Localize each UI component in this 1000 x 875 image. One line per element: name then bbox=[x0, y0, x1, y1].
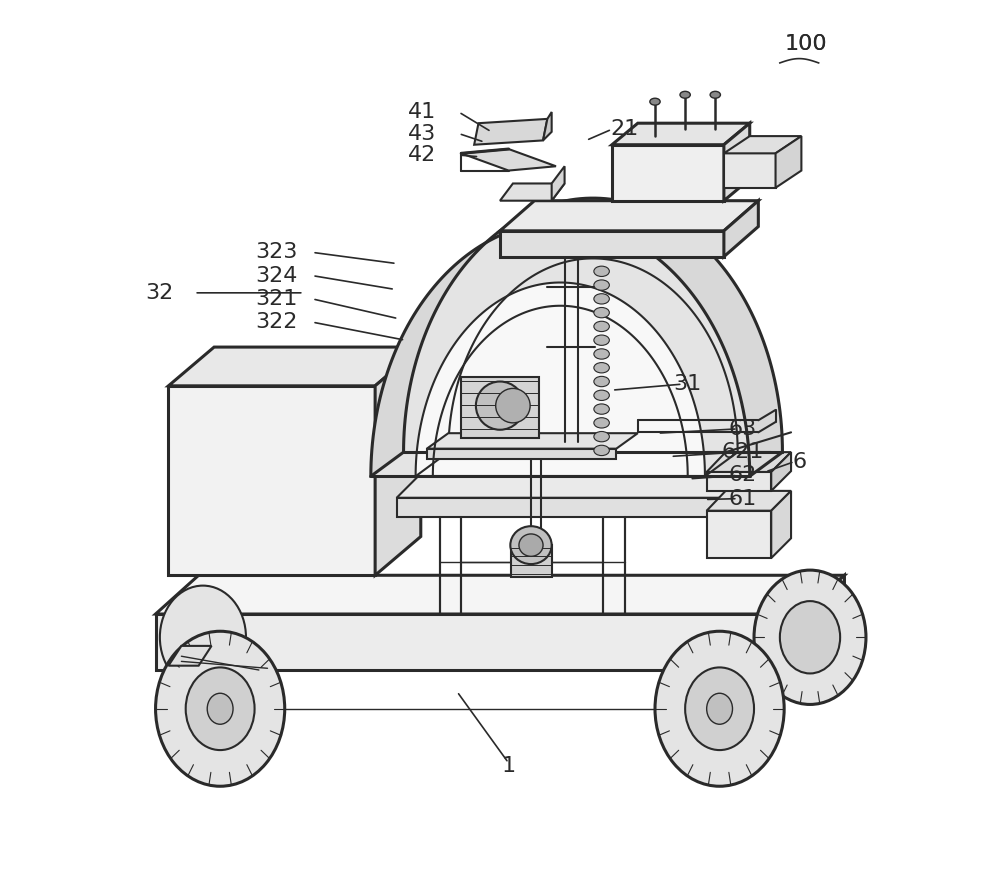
Polygon shape bbox=[397, 476, 758, 498]
Polygon shape bbox=[168, 347, 421, 386]
Text: 41: 41 bbox=[408, 102, 437, 122]
Ellipse shape bbox=[594, 404, 609, 414]
Ellipse shape bbox=[680, 91, 690, 98]
Text: 100: 100 bbox=[784, 34, 827, 54]
Ellipse shape bbox=[156, 631, 285, 787]
Ellipse shape bbox=[594, 266, 609, 276]
Polygon shape bbox=[724, 153, 776, 188]
Text: 1: 1 bbox=[502, 757, 516, 776]
Polygon shape bbox=[724, 123, 750, 200]
Ellipse shape bbox=[594, 294, 609, 304]
Polygon shape bbox=[427, 449, 616, 459]
Polygon shape bbox=[724, 136, 801, 153]
Polygon shape bbox=[500, 200, 758, 231]
Polygon shape bbox=[776, 136, 801, 188]
Text: 321: 321 bbox=[255, 289, 297, 309]
Ellipse shape bbox=[594, 335, 609, 346]
Polygon shape bbox=[724, 200, 758, 256]
Polygon shape bbox=[427, 433, 638, 449]
Ellipse shape bbox=[594, 417, 609, 428]
Ellipse shape bbox=[650, 98, 660, 105]
Polygon shape bbox=[771, 452, 791, 491]
Ellipse shape bbox=[594, 376, 609, 387]
Text: 32: 32 bbox=[146, 283, 174, 303]
Ellipse shape bbox=[594, 390, 609, 401]
Ellipse shape bbox=[594, 349, 609, 359]
Polygon shape bbox=[416, 283, 705, 476]
Text: 43: 43 bbox=[408, 123, 437, 144]
Polygon shape bbox=[707, 472, 771, 491]
Polygon shape bbox=[375, 347, 421, 575]
Ellipse shape bbox=[594, 431, 609, 442]
Ellipse shape bbox=[594, 445, 609, 456]
Ellipse shape bbox=[710, 91, 720, 98]
Polygon shape bbox=[168, 646, 212, 666]
Polygon shape bbox=[707, 511, 771, 558]
Polygon shape bbox=[461, 149, 556, 171]
Polygon shape bbox=[371, 222, 750, 476]
Polygon shape bbox=[707, 491, 791, 511]
Text: 322: 322 bbox=[255, 312, 297, 332]
Polygon shape bbox=[168, 386, 375, 575]
Ellipse shape bbox=[707, 693, 732, 724]
Polygon shape bbox=[737, 476, 758, 517]
Ellipse shape bbox=[519, 534, 543, 556]
Text: 61: 61 bbox=[729, 488, 757, 508]
Ellipse shape bbox=[780, 601, 840, 674]
Polygon shape bbox=[156, 614, 801, 670]
Text: 6: 6 bbox=[793, 452, 807, 472]
Text: 62: 62 bbox=[729, 466, 757, 486]
Text: 21: 21 bbox=[611, 119, 639, 139]
Ellipse shape bbox=[655, 631, 784, 787]
Text: 42: 42 bbox=[408, 145, 437, 165]
Text: 621: 621 bbox=[722, 442, 764, 462]
Polygon shape bbox=[543, 112, 552, 140]
Ellipse shape bbox=[496, 388, 530, 423]
Polygon shape bbox=[707, 452, 791, 472]
Polygon shape bbox=[156, 575, 844, 614]
Polygon shape bbox=[397, 498, 737, 517]
Text: 324: 324 bbox=[255, 266, 297, 285]
Text: 100: 100 bbox=[784, 34, 827, 54]
Ellipse shape bbox=[685, 668, 754, 750]
Ellipse shape bbox=[510, 526, 552, 564]
Polygon shape bbox=[552, 166, 565, 200]
Ellipse shape bbox=[207, 693, 233, 724]
Ellipse shape bbox=[594, 307, 609, 318]
Polygon shape bbox=[500, 184, 565, 200]
Ellipse shape bbox=[160, 585, 246, 689]
Polygon shape bbox=[801, 575, 844, 670]
Polygon shape bbox=[461, 377, 539, 438]
Polygon shape bbox=[771, 491, 791, 558]
Text: 31: 31 bbox=[674, 374, 702, 394]
Ellipse shape bbox=[594, 321, 609, 332]
Text: 323: 323 bbox=[255, 242, 297, 262]
Polygon shape bbox=[511, 545, 552, 577]
Polygon shape bbox=[500, 231, 724, 256]
Ellipse shape bbox=[594, 362, 609, 373]
Text: 63: 63 bbox=[729, 419, 757, 439]
Ellipse shape bbox=[186, 668, 255, 750]
Polygon shape bbox=[612, 123, 750, 144]
Polygon shape bbox=[371, 198, 782, 476]
Polygon shape bbox=[474, 119, 547, 144]
Ellipse shape bbox=[594, 280, 609, 290]
Ellipse shape bbox=[476, 382, 524, 430]
Ellipse shape bbox=[754, 570, 866, 704]
Polygon shape bbox=[612, 144, 724, 200]
